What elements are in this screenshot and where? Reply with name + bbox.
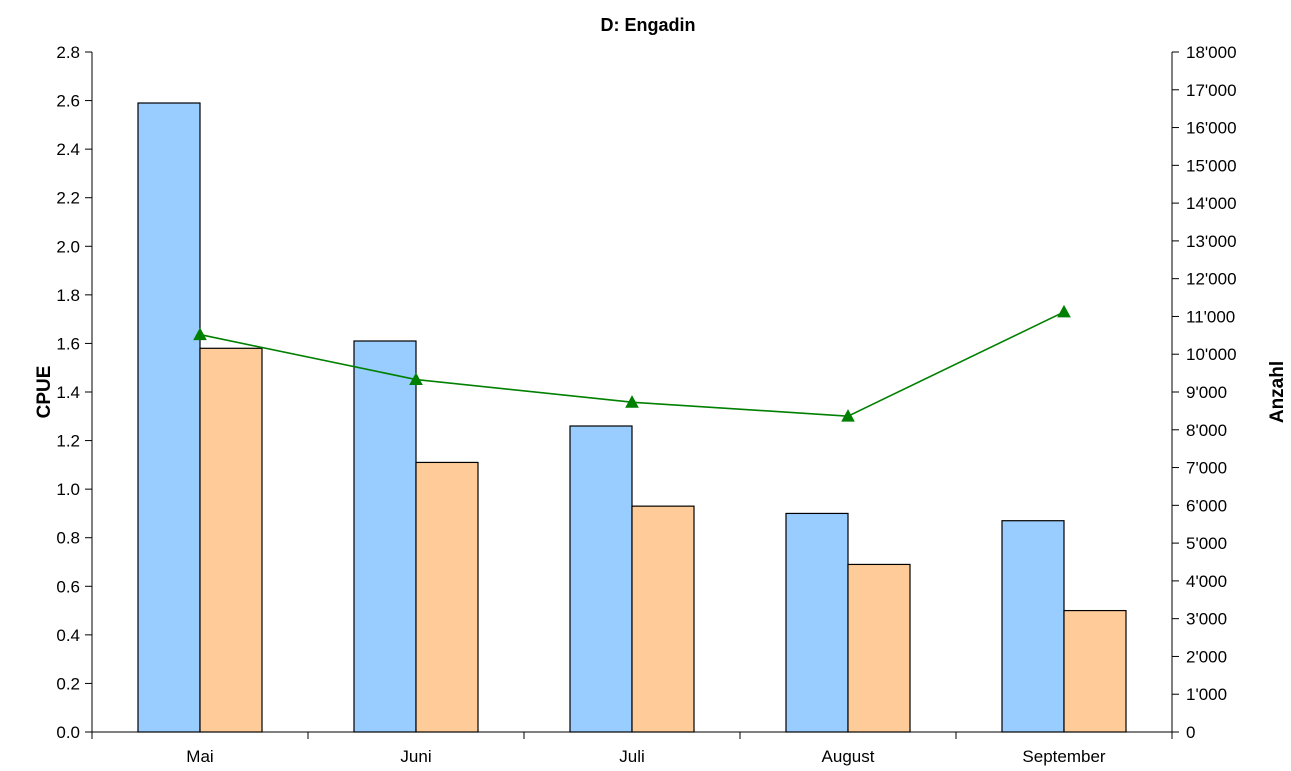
y2-tick-label: 14'000 (1186, 194, 1237, 213)
y-tick-label: 2.6 (56, 92, 80, 111)
y2-axis-title: Anzahl (1267, 361, 1288, 423)
bar-series-1-august (785, 512, 849, 733)
y2-tick-label: 15'000 (1186, 156, 1237, 175)
y-tick-label: 0.6 (56, 577, 80, 596)
bar-series-1-mai (137, 102, 201, 733)
y2-tick-label: 7'000 (1186, 459, 1227, 478)
bar-series-1-september (1001, 520, 1065, 733)
bar-series-2-september (1063, 609, 1127, 733)
bar-series-2-mai (199, 347, 263, 733)
y-tick-label: 0.4 (56, 626, 80, 645)
y-tick-label: 0.2 (56, 674, 80, 693)
bar-group (137, 102, 1127, 733)
y2-tick-label: 3'000 (1186, 610, 1227, 629)
x-tick-label-mai: Mai (186, 747, 213, 766)
y-tick-label: 0.8 (56, 529, 80, 548)
bar-series-1-juli (569, 425, 633, 733)
y2-tick-label: 1'000 (1186, 685, 1227, 704)
line-marker-juni (409, 372, 423, 386)
axes-group: 0.0 0.2 0.4 0.6 0.8 1.0 1.2 1.4 1.6 1.8 2.0 2.2 2.4 2… (56, 43, 1236, 766)
y-tick-label: 1.0 (56, 480, 80, 499)
y2-tick-label: 4'000 (1186, 572, 1227, 591)
y2-tick-label: 10'000 (1186, 345, 1237, 364)
y2-tick-label: 12'000 (1186, 270, 1237, 289)
bar-series-2-juli (631, 505, 695, 733)
y2-tick-label: 6'000 (1186, 496, 1227, 515)
y2-tick-label: 13'000 (1186, 232, 1237, 251)
y2-tick-label: 11'000 (1186, 307, 1235, 326)
bar-series-1-juni (353, 340, 417, 733)
y2-tick-label: 8'000 (1186, 421, 1227, 440)
line-marker-juli (625, 395, 639, 408)
y2-tick-label: 16'000 (1186, 119, 1237, 138)
y-tick-label: 2.2 (56, 189, 80, 208)
y2-tick-label: 0 (1186, 723, 1195, 742)
y-tick-label: 1.6 (56, 334, 80, 353)
bar-series-2-august (847, 563, 911, 733)
y2-tick-label: 5'000 (1186, 534, 1227, 553)
y-axis-title: CPUE (34, 366, 55, 419)
y-tick-label: 2.4 (56, 140, 80, 159)
y2-tick-label: 2'000 (1186, 647, 1227, 666)
y-tick-label: 2.0 (56, 237, 80, 256)
y2-tick-label: 17'000 (1186, 81, 1237, 100)
line-marker-september (1057, 304, 1071, 318)
x-tick-label-juni: Juni (400, 747, 431, 766)
y-tick-label: 2.8 (56, 43, 80, 62)
line-marker-mai (193, 327, 207, 341)
bar-series-2-juni (415, 461, 479, 733)
y2-tick-label: 9'000 (1186, 383, 1227, 402)
y-tick-label: 1.2 (56, 432, 80, 451)
line-series-group (193, 304, 1071, 422)
x-tick-label-august: August (822, 747, 875, 766)
x-tick-label-september: September (1022, 747, 1105, 766)
line-marker-august (841, 409, 855, 422)
x-tick-label-juli: Juli (619, 747, 645, 766)
y2-tick-label: 18'000 (1186, 43, 1237, 62)
y-tick-label: 1.8 (56, 286, 80, 305)
y-tick-label: 1.4 (56, 383, 80, 402)
chart-title: D: Engadin (601, 15, 696, 35)
y-tick-label: 0.0 (56, 723, 80, 742)
